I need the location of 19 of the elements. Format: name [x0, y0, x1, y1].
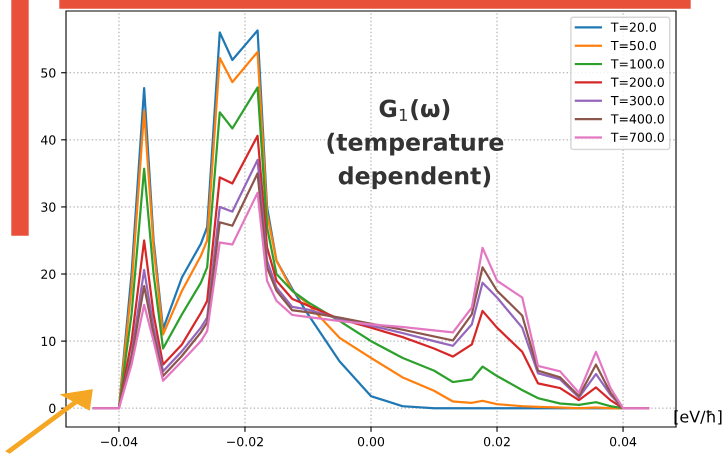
legend-label: T=20.0 [610, 22, 656, 32]
y-tick-label: 0 [49, 404, 56, 414]
x-tick-label: −0.04 [101, 436, 138, 446]
legend-label: T=400.0 [610, 114, 664, 124]
legend-label: T=700.0 [610, 132, 664, 142]
annotation: G$_{1}$(ω) (temperature dependent) [327, 99, 504, 190]
y-tick-label: 40 [40, 135, 56, 145]
y-tick-label: 10 [42, 336, 56, 346]
y-tick-label: 20 [41, 269, 56, 279]
y-tick-label: 50 [41, 68, 56, 78]
legend-label: T=100.0 [610, 59, 664, 69]
legend-label: T=200.0 [610, 78, 664, 87]
x-tick-label: 0.02 [484, 436, 510, 446]
x-tick-label: −0.02 [227, 436, 263, 446]
x-tick-label: 0.00 [358, 436, 384, 446]
legend-label: T=50.0 [610, 40, 656, 50]
legend-label: T=300.0 [610, 96, 664, 106]
x-tick-label: 0.04 [610, 436, 636, 446]
y-tick-label: 30 [41, 202, 56, 212]
